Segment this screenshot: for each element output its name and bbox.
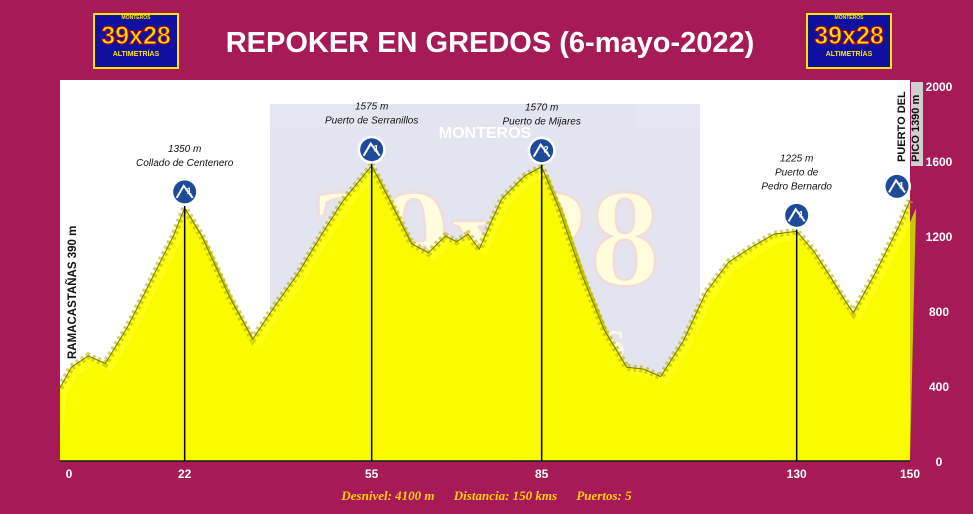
finish-label-text: PUERTO DEL [896, 91, 908, 162]
pass-elevation-label: 1575 m [355, 102, 388, 113]
y-tick-label: 800 [929, 305, 949, 319]
y-tick-label: 1600 [926, 155, 953, 169]
y-tick-label: 400 [929, 380, 949, 394]
stat-puertos: Puertos: 5 [576, 488, 632, 503]
stats-bar: Desnivel: 4100 m Distancia: 150 kms Puer… [0, 488, 973, 504]
category-badge-label: 1 [374, 144, 379, 154]
pass-name-label: Collado de Centenero [136, 158, 234, 169]
finish-label-shade [911, 82, 923, 166]
stat-distancia: Distancia: 150 kms [453, 488, 558, 503]
logo-main-text: 39x28 [101, 22, 172, 51]
x-tick-label: 55 [365, 467, 379, 481]
pass-name-label: Puerto de Serranillos [325, 116, 418, 127]
category-badge [360, 138, 384, 162]
finish-label-text: PICO 1390 m [910, 95, 922, 162]
start-label: RAMACASTAÑAS 390 m [66, 226, 79, 359]
y-tick-label: 2000 [926, 80, 953, 94]
category-badge [530, 139, 554, 163]
chart-title: REPOKER EN GREDOS (6-mayo-2022) [225, 27, 755, 59]
pass-name-label: Puerto de [775, 167, 819, 178]
profile-area [60, 165, 910, 461]
logo-left: MONTEROS 39x28 ALTIMETRÍAS [93, 13, 179, 69]
x-tick-label: 22 [178, 467, 192, 481]
stat-desnivel: Desnivel: 4100 m [341, 488, 435, 503]
elevation-profile-chart: MONTEROS39x28ALTIMETRÍAShttp://39x28alti… [60, 80, 953, 481]
category-badge-label: 2 [544, 145, 549, 155]
logo-main-text: 39x28 [814, 22, 885, 51]
pass-elevation-label: 1350 m [168, 144, 201, 155]
x-tick-label: 0 [66, 467, 73, 481]
mountain-icon [532, 142, 551, 158]
category-badge [785, 203, 809, 227]
category-badge [173, 180, 197, 204]
profile-line [60, 164, 911, 389]
category-badge-label: 1 [799, 209, 804, 219]
y-tick-label: 1200 [926, 230, 953, 244]
y-tick-label: 0 [936, 455, 943, 469]
logo-top-text: MONTEROS [834, 15, 864, 21]
x-tick-label: 85 [535, 467, 549, 481]
mountain-icon [787, 207, 806, 222]
pass-name-label: Pedro Bernardo [761, 181, 832, 192]
x-tick-label: 130 [787, 467, 807, 481]
category-badge-label: 1 [187, 186, 192, 196]
mountain-icon [888, 178, 906, 193]
pass-elevation-label: 1225 m [780, 153, 813, 164]
watermark-top-text: MONTEROS [439, 125, 532, 142]
logo-right: MONTEROS 39x28 ALTIMETRÍAS [806, 13, 892, 69]
category-badge [885, 174, 909, 198]
logo-sub-text: ALTIMETRÍAS [112, 51, 160, 58]
category-badge-label: 1 [899, 180, 904, 190]
logo-sub-text: ALTIMETRÍAS [825, 51, 873, 58]
x-tick-label: 150 [900, 467, 920, 481]
mountain-icon [362, 141, 381, 157]
pass-elevation-label: 1570 m [525, 103, 558, 114]
finish-label: PUERTO DEL PICO 1390 m [896, 82, 923, 166]
pass-name-label: Puerto de Mijares [502, 117, 580, 128]
logo-top-text: MONTEROS [121, 15, 151, 21]
mountain-icon [175, 184, 194, 199]
